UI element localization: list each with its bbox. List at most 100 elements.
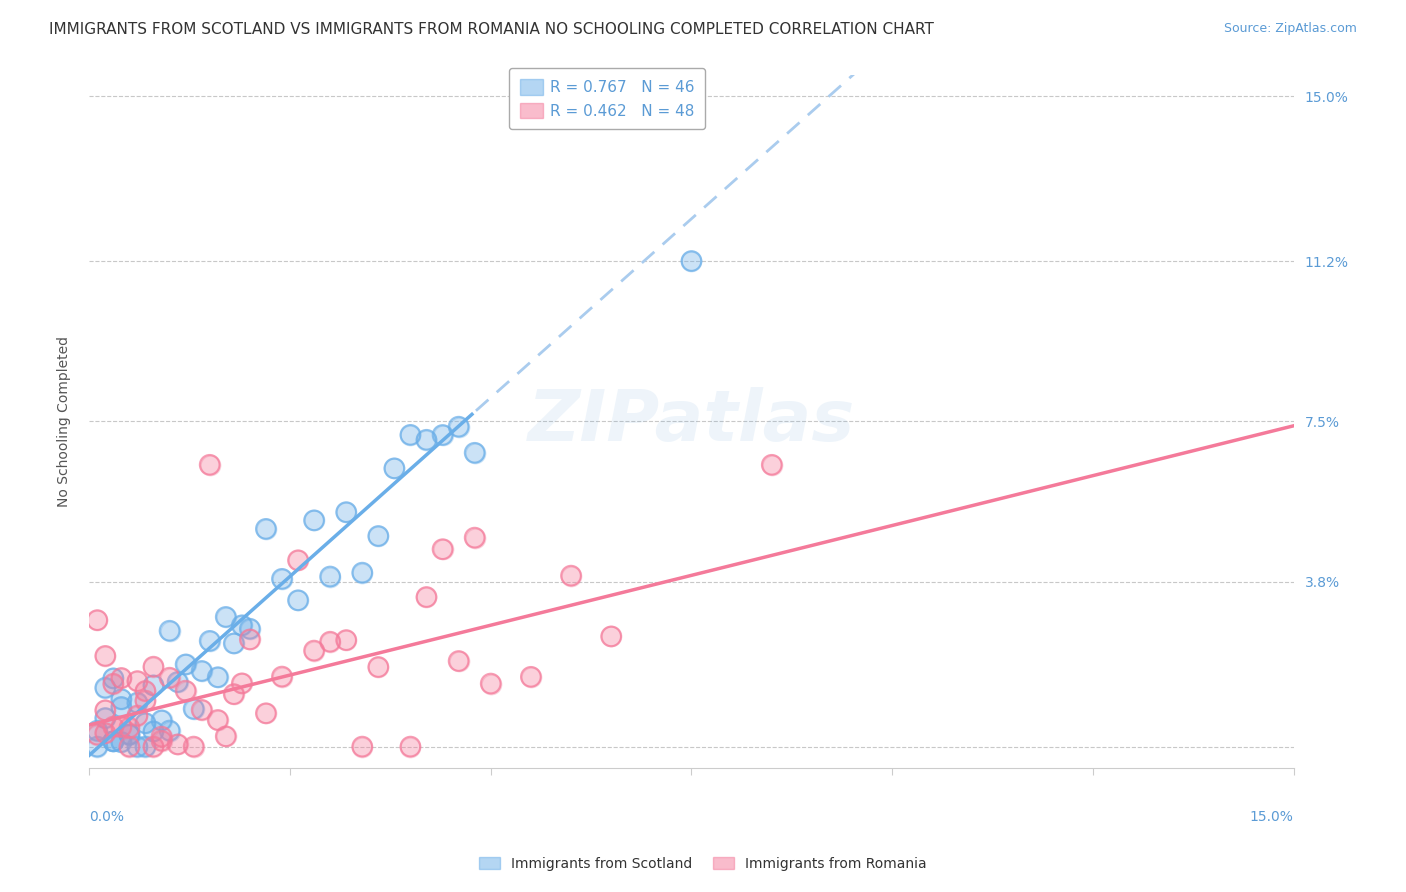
Point: [432, 428, 454, 442]
Text: ZIPatlas: ZIPatlas: [527, 387, 855, 456]
Point: [134, 684, 156, 698]
Point: [110, 720, 132, 734]
Point: [134, 716, 156, 731]
Point: [479, 676, 502, 690]
Point: [190, 703, 212, 717]
Point: [352, 739, 374, 754]
Point: [287, 593, 309, 607]
Point: [86, 613, 108, 627]
Point: [159, 723, 181, 738]
Point: [103, 734, 125, 748]
Point: [134, 693, 156, 707]
Point: [94, 703, 117, 717]
Point: [231, 676, 253, 690]
Point: [198, 633, 221, 648]
Point: [103, 734, 125, 748]
Point: [86, 723, 108, 738]
Point: [352, 566, 374, 580]
Point: [399, 739, 422, 754]
Text: Source: ZipAtlas.com: Source: ZipAtlas.com: [1223, 22, 1357, 36]
Point: [103, 720, 125, 734]
Point: [110, 692, 132, 706]
Point: [399, 427, 422, 442]
Point: [382, 461, 405, 475]
Point: [103, 720, 125, 734]
Point: [134, 684, 156, 698]
Text: 15.0%: 15.0%: [1250, 810, 1294, 824]
Point: [86, 739, 108, 754]
Point: [142, 724, 165, 739]
Point: [174, 657, 197, 672]
Point: [681, 254, 703, 268]
Point: [110, 700, 132, 714]
Point: [150, 733, 173, 747]
Point: [399, 427, 422, 442]
Point: [86, 739, 108, 754]
Point: [94, 726, 117, 740]
Point: [302, 643, 325, 657]
Point: [222, 687, 245, 701]
Point: [231, 618, 253, 632]
Point: [447, 654, 470, 668]
Point: [150, 730, 173, 744]
Point: [118, 727, 141, 741]
Point: [600, 629, 623, 643]
Point: [142, 678, 165, 692]
Point: [464, 531, 486, 545]
Point: [166, 738, 188, 752]
Point: [254, 522, 277, 536]
Point: [352, 566, 374, 580]
Point: [239, 632, 262, 647]
Point: [198, 458, 221, 472]
Point: [127, 674, 149, 689]
Point: [287, 553, 309, 567]
Point: [86, 728, 108, 742]
Point: [239, 622, 262, 636]
Point: [239, 622, 262, 636]
Point: [174, 683, 197, 698]
Point: [118, 739, 141, 754]
Point: [134, 716, 156, 731]
Point: [600, 629, 623, 643]
Point: [159, 624, 181, 638]
Point: [215, 730, 238, 744]
Point: [118, 739, 141, 754]
Point: [127, 708, 149, 723]
Point: [319, 569, 342, 583]
Point: [103, 734, 125, 748]
Point: [118, 727, 141, 741]
Point: [271, 669, 294, 683]
Point: [761, 458, 783, 472]
Point: [127, 739, 149, 754]
Point: [231, 676, 253, 690]
Point: [761, 458, 783, 472]
Point: [254, 706, 277, 721]
Point: [134, 739, 156, 754]
Text: IMMIGRANTS FROM SCOTLAND VS IMMIGRANTS FROM ROMANIA NO SCHOOLING COMPLETED CORRE: IMMIGRANTS FROM SCOTLAND VS IMMIGRANTS F…: [49, 22, 934, 37]
Point: [447, 419, 470, 434]
Point: [367, 660, 389, 674]
Point: [520, 670, 543, 684]
Point: [166, 738, 188, 752]
Point: [118, 728, 141, 742]
Point: [159, 624, 181, 638]
Point: [174, 657, 197, 672]
Point: [287, 553, 309, 567]
Legend: R = 0.767   N = 46, R = 0.462   N = 48: R = 0.767 N = 46, R = 0.462 N = 48: [509, 69, 706, 129]
Point: [447, 419, 470, 434]
Point: [198, 633, 221, 648]
Point: [118, 721, 141, 735]
Point: [222, 636, 245, 650]
Point: [352, 739, 374, 754]
Point: [447, 654, 470, 668]
Point: [190, 664, 212, 678]
Y-axis label: No Schooling Completed: No Schooling Completed: [58, 336, 72, 507]
Point: [110, 671, 132, 685]
Point: [302, 643, 325, 657]
Point: [231, 618, 253, 632]
Point: [382, 461, 405, 475]
Point: [127, 708, 149, 723]
Point: [142, 659, 165, 673]
Point: [432, 428, 454, 442]
Point: [464, 446, 486, 460]
